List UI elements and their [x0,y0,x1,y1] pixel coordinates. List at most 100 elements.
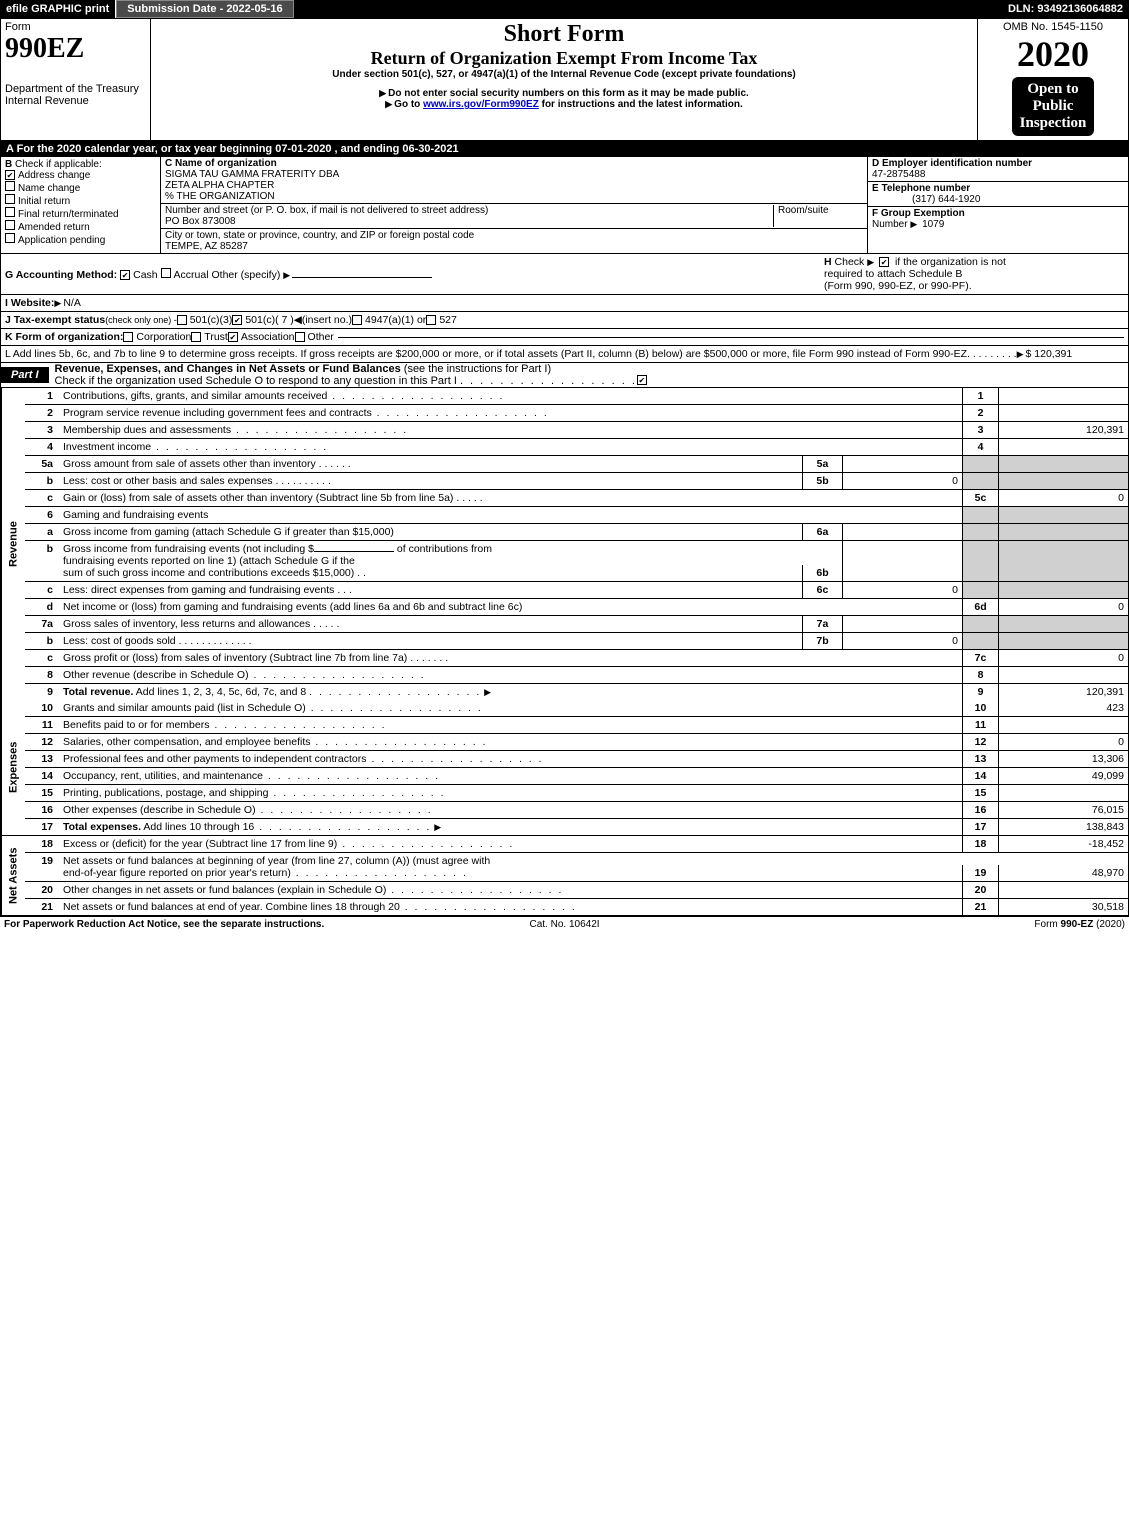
ein-value: 47-2875488 [872,169,925,180]
line-10-value: 423 [998,700,1128,716]
expenses-label: Expenses [1,700,25,835]
line-1-value [998,388,1128,404]
arrow-icon [484,686,493,698]
dln-label: DLN: 93492136064882 [1002,0,1129,18]
city-label: City or town, state or province, country… [165,230,474,241]
checkbox-trust[interactable] [191,332,201,342]
street-value: PO Box 873008 [165,216,236,227]
line-g-h: G Accounting Method: Cash Accrual Other … [0,254,1129,295]
box-c: C Name of organization SIGMA TAU GAMMA F… [161,157,868,253]
checkbox-other[interactable] [295,332,305,342]
arrow-icon [867,256,876,268]
revenue-section: Revenue 1Contributions, gifts, grants, a… [0,388,1129,700]
spacer [294,0,1002,18]
checkbox-initial-return[interactable] [5,194,15,204]
line-6c-value: 0 [842,582,962,598]
group-exempt-label: F Group Exemption [872,208,965,219]
other-org-input[interactable] [338,337,1124,338]
arrow-icon [1017,348,1026,360]
open-public-badge: Open to Public Inspection [1012,77,1095,136]
part-i-header: Part I Revenue, Expenses, and Changes in… [0,363,1129,388]
line-19-value: 48,970 [998,865,1128,881]
arrow-icon [385,99,394,110]
arrow-icon [910,219,919,230]
checkbox-501c[interactable] [232,315,242,325]
line-8-value [998,667,1128,683]
checkbox-501c3[interactable] [177,315,187,325]
goto-tail: for instructions and the latest informat… [539,99,743,110]
box-b: B Check if applicable: Address change Na… [1,157,161,253]
part-i-title: Revenue, Expenses, and Changes in Net As… [55,363,401,375]
street-label: Number and street (or P. O. box, if mail… [165,205,488,216]
subtitle: Under section 501(c), 527, or 4947(a)(1)… [155,69,973,80]
line-11-value [998,717,1128,733]
line-i: I Website: N/A [0,295,1129,312]
checkbox-4947[interactable] [352,315,362,325]
phone-value: (317) 644-1920 [872,194,980,205]
accounting-label: G Accounting Method: [5,269,117,281]
omb-number: OMB No. 1545-1150 [982,21,1124,33]
expenses-section: Expenses 10Grants and similar amounts pa… [0,700,1129,836]
form-header: Form 990EZ Department of the Treasury In… [0,18,1129,141]
checkbox-address-change[interactable] [5,170,15,180]
line-13-value: 13,306 [998,751,1128,767]
goto-pre: Go to [394,99,423,110]
checkbox-accrual[interactable] [161,268,171,278]
org-name-3: % THE ORGANIZATION [165,191,275,202]
line-2-value [998,405,1128,421]
efile-label: efile GRAPHIC print [0,0,116,18]
group-number: 1079 [922,219,944,230]
checkbox-schedule-o[interactable] [637,375,647,385]
revenue-label: Revenue [1,388,25,700]
footer-left: For Paperwork Reduction Act Notice, see … [4,919,324,930]
goto-link[interactable]: www.irs.gov/Form990EZ [423,99,539,110]
catalog-number: Cat. No. 10642I [378,919,752,930]
checkbox-h[interactable] [879,257,889,267]
exempt-title: Return of Organization Exempt From Incom… [155,48,973,69]
other-specify-input[interactable] [292,277,432,278]
page-footer: For Paperwork Reduction Act Notice, see … [0,916,1129,932]
line-a: A For the 2020 calendar year, or tax yea… [0,141,1129,157]
info-grid: B Check if applicable: Address change Na… [0,157,1129,254]
part-i-tab: Part I [1,367,49,383]
form-word: Form [5,21,146,33]
fundraising-amount-input[interactable] [314,551,394,552]
website-value: N/A [63,297,81,309]
line-15-value [998,785,1128,801]
checkbox-name-change[interactable] [5,181,15,191]
line-9-value: 120,391 [998,684,1128,700]
checkbox-assoc[interactable] [228,332,238,342]
line-14-value: 49,099 [998,768,1128,784]
line-l: L Add lines 5b, 6c, and 7b to line 9 to … [0,346,1129,363]
dept-label: Department of the Treasury [5,83,146,95]
phone-label: E Telephone number [872,183,970,194]
checkbox-527[interactable] [426,315,436,325]
line-5c-value: 0 [998,490,1128,506]
line-k: K Form of organization: Corporation Trus… [0,329,1129,346]
checkbox-final-return[interactable] [5,207,15,217]
submission-date-button[interactable]: Submission Date - 2022-05-16 [116,0,293,18]
line-20-value [998,882,1128,898]
line-5b-value: 0 [842,473,962,489]
ein-label: D Employer identification number [872,158,1032,169]
ssn-warning: Do not enter social security numbers on … [388,88,749,99]
short-form-title: Short Form [155,21,973,48]
checkbox-app-pending[interactable] [5,233,15,243]
top-bar: efile GRAPHIC print Submission Date - 20… [0,0,1129,18]
net-assets-label: Net Assets [1,836,25,915]
tax-year: 2020 [982,33,1124,75]
line-4-value [998,439,1128,455]
city-value: TEMPE, AZ 85287 [165,241,248,252]
org-name-2: ZETA ALPHA CHAPTER [165,180,274,191]
net-assets-section: Net Assets 18Excess or (deficit) for the… [0,836,1129,916]
arrow-icon [434,821,443,833]
checkbox-corp[interactable] [123,332,133,342]
box-d-e-f: D Employer identification number47-28754… [868,157,1128,253]
checkbox-amended[interactable] [5,220,15,230]
arrow-icon [379,88,388,99]
gross-receipts: $ 120,391 [1026,348,1073,360]
line-18-value: -18,452 [998,836,1128,852]
checkbox-cash[interactable] [120,270,130,280]
line-21-value: 30,518 [998,899,1128,915]
part-i-check-line: Check if the organization used Schedule … [55,375,457,387]
